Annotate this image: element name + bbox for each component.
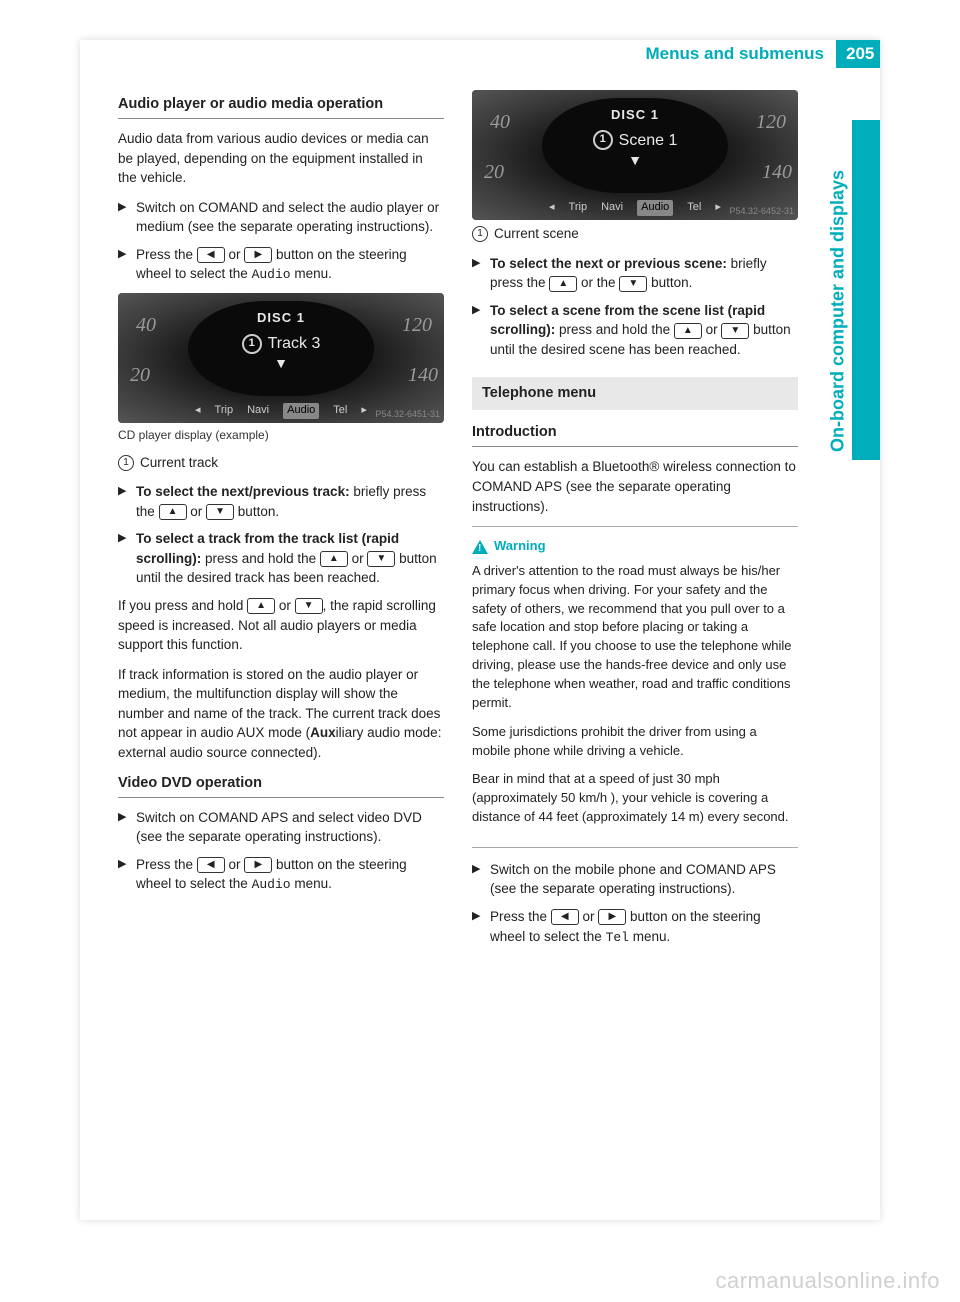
para: If you press and hold ▲ or ▼, the rapid … (118, 596, 444, 655)
left-arrow-button-icon: ◀ (197, 857, 225, 873)
warning-triangle-icon (472, 540, 488, 554)
step-text: Switch on COMAND and select the audio pl… (136, 198, 444, 237)
right-column: 40 20 120 140 DISC 1 1 Scene 1 ▼ ◂ Trip … (472, 90, 798, 955)
header-bar: Menus and submenus 205 (645, 40, 880, 68)
warning-header: Warning (472, 537, 798, 556)
step-item: ▶ To select the next or previous scene: … (472, 254, 798, 293)
step-item: ▶ To select a scene from the scene list … (472, 301, 798, 360)
left-arrow-button-icon: ◀ (551, 909, 579, 925)
step-text: Press the ◀ or ▶ button on the steering … (136, 245, 444, 285)
step-item: ▶ Press the ◀ or ▶ button on the steerin… (472, 907, 798, 947)
step-marker-icon: ▶ (472, 860, 490, 899)
step-marker-icon: ▶ (118, 198, 136, 237)
up-arrow-button-icon: ▲ (320, 551, 348, 567)
para: You can establish a Bluetooth® wireless … (472, 457, 798, 516)
step-item: ▶ To select the next/previous track: bri… (118, 482, 444, 521)
up-arrow-button-icon: ▲ (247, 598, 275, 614)
left-arrow-button-icon: ◀ (197, 247, 225, 263)
callout-1-icon: 1 (118, 455, 134, 471)
heading-introduction: Introduction (472, 422, 798, 447)
right-arrow-button-icon: ▶ (244, 247, 272, 263)
side-tab-bg (852, 120, 880, 460)
step-marker-icon: ▶ (472, 907, 490, 947)
step-item: ▶ Switch on COMAND APS and select video … (118, 808, 444, 847)
step-marker-icon: ▶ (118, 855, 136, 895)
step-marker-icon: ▶ (118, 808, 136, 847)
step-marker-icon: ▶ (118, 245, 136, 285)
para: Audio data from various audio devices or… (118, 129, 444, 188)
down-arrow-button-icon: ▼ (721, 323, 749, 339)
down-arrow-button-icon: ▼ (206, 504, 234, 520)
warning-text: A driver's attention to the road must al… (472, 562, 798, 827)
section-telephone-menu: Telephone menu (472, 377, 798, 410)
heading-audio-player: Audio player or audio media operation (118, 94, 444, 119)
right-arrow-button-icon: ▶ (598, 909, 626, 925)
content-columns: Audio player or audio media operation Au… (118, 90, 798, 955)
step-marker-icon: ▶ (472, 254, 490, 293)
header-title: Menus and submenus (645, 40, 836, 68)
watermark: carmanualsonline.info (715, 1268, 940, 1294)
step-item: ▶ Switch on the mobile phone and COMAND … (472, 860, 798, 899)
down-arrow-button-icon: ▼ (619, 276, 647, 292)
right-arrow-button-icon: ▶ (244, 857, 272, 873)
step-marker-icon: ▶ (472, 301, 490, 360)
down-arrow-button-icon: ▼ (295, 598, 323, 614)
step-item: ▶ Press the ◀ or ▶ button on the steerin… (118, 245, 444, 285)
para: If track information is stored on the au… (118, 665, 444, 763)
left-column: Audio player or audio media operation Au… (118, 90, 444, 955)
step-marker-icon: ▶ (118, 529, 136, 588)
heading-video-dvd: Video DVD operation (118, 773, 444, 798)
callout-1-icon: 1 (242, 334, 262, 354)
up-arrow-button-icon: ▲ (549, 276, 577, 292)
cd-display-figure: 40 20 120 140 DISC 1 1 Track 3 ▼ ◂ Trip … (118, 293, 444, 423)
down-arrow-button-icon: ▼ (367, 551, 395, 567)
figure-caption: CD player display (example) (118, 427, 444, 444)
dvd-display-figure: 40 20 120 140 DISC 1 1 Scene 1 ▼ ◂ Trip … (472, 90, 798, 220)
up-arrow-button-icon: ▲ (159, 504, 187, 520)
callout-1-icon: 1 (593, 130, 613, 150)
step-marker-icon: ▶ (118, 482, 136, 521)
manual-page: Menus and submenus 205 On-board computer… (80, 40, 880, 1220)
callout-legend: 1Current scene (472, 224, 798, 244)
step-item: ▶ To select a track from the track list … (118, 529, 444, 588)
side-tab-label: On-board computer and displays (824, 120, 852, 460)
step-item: ▶ Switch on COMAND and select the audio … (118, 198, 444, 237)
step-item: ▶ Press the ◀ or ▶ button on the steerin… (118, 855, 444, 895)
page-number: 205 (836, 40, 880, 68)
up-arrow-button-icon: ▲ (674, 323, 702, 339)
callout-1-icon: 1 (472, 226, 488, 242)
callout-legend: 1Current track (118, 453, 444, 473)
warning-box: Warning A driver's attention to the road… (472, 526, 798, 848)
